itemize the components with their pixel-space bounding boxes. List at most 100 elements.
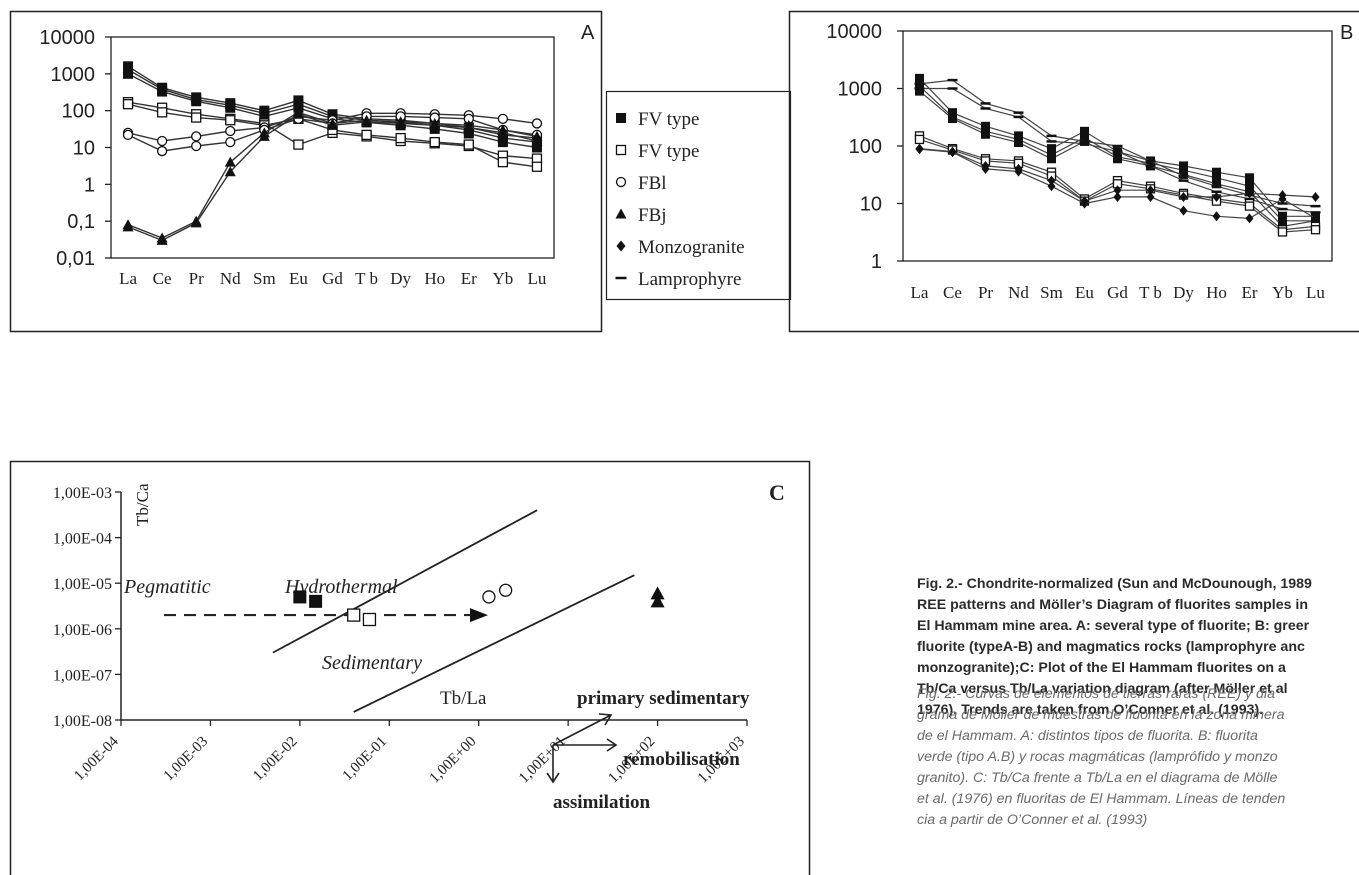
panel-a-point <box>361 129 372 141</box>
panel-b-point <box>1245 213 1254 224</box>
panel-a-point <box>156 145 168 157</box>
panel-c-y-tick-label: 1,00E-04 <box>53 531 112 548</box>
panel-c-y-tick-label: 1,00E-06 <box>53 622 112 639</box>
panel-c-x-axis-title: Tb/La <box>440 688 487 709</box>
panel-c-dashed-arrowhead <box>470 608 488 623</box>
panel-a-point <box>225 125 236 137</box>
panel-b-point <box>1212 191 1221 202</box>
panel-a-point <box>497 137 508 148</box>
caption-line: Tb/Ca versus Tb/La variation diagram (af… <box>917 681 1288 697</box>
panel-b-x-tick-label: Nd <box>1008 283 1029 302</box>
caption-line: Fig. 2.- Curvas de elementos de tierras … <box>917 686 1275 702</box>
panel-a-y-tick-label: 0,01 <box>56 248 95 270</box>
panel-a-point <box>122 221 134 232</box>
panel-a-x-tick-label: Lu <box>528 269 547 288</box>
legend-marker-square-filled <box>616 113 626 123</box>
panel-a-point <box>429 136 440 148</box>
panel-b-x-tick-label: Lu <box>1306 283 1325 302</box>
panel-b-x-tick-label: Er <box>1241 283 1257 302</box>
panel-a-x-tick-label: Gd <box>322 269 343 288</box>
trend-arrowhead-remobilisation <box>606 738 618 752</box>
panel-b-point <box>1245 188 1254 199</box>
panel-b-y-tick-label: 1000 <box>838 79 883 101</box>
panel-b-point <box>1014 138 1023 148</box>
trend-arrow-primary-sedimentary <box>552 714 612 746</box>
panel-a-point <box>531 135 543 146</box>
panel-b-point <box>1080 198 1089 209</box>
panel-a-x-tick-label: Nd <box>220 269 241 288</box>
panel-c-boundary-line <box>272 509 538 654</box>
panel-b-x-tick-label: Ho <box>1206 283 1227 302</box>
panel-c-x-tick-label: 1,00E-04 <box>71 733 122 784</box>
caption-line: grama de Möller de muestras de fluorita … <box>917 707 1285 723</box>
panel-a-point <box>429 119 441 130</box>
panel-b-x-tick-label: Sm <box>1040 283 1063 302</box>
panel-b-point <box>1245 173 1254 183</box>
panel-c-x-tick-label: 1,00E+00 <box>427 734 480 787</box>
panel-c-point <box>347 608 361 622</box>
panel-b-point <box>1179 191 1188 202</box>
panel-a-y-tick-label: 10000 <box>39 27 95 49</box>
panel-c-chart: 1,00E-03 1,00E-04 1,00E-05 1,00E-06 1,00E-07… <box>53 483 750 813</box>
panel-c-y-tick-label: 1,00E-03 <box>53 485 112 502</box>
trend-label-primary-sedimentary: primary sedimentary <box>577 688 750 709</box>
panel-b-point <box>1311 213 1320 224</box>
panel-b-point <box>914 134 925 145</box>
panel-a-x-tick-label: Dy <box>390 269 411 288</box>
caption-line: 1976). Trends are taken from O’Conner et… <box>917 702 1264 718</box>
panel-a-x-tick-label: La <box>119 269 137 288</box>
panel-c-y-axis-title: Tb/Ca <box>133 483 152 526</box>
panel-b-frame <box>788 10 1359 333</box>
panel-a-legend: FV type FV type FBl FBj Monzogranite Lamproph… <box>615 109 745 290</box>
panel-a-y-tick-label: 0,1 <box>67 211 95 233</box>
caption-line: REE patterns and Möller’s Diagram of flu… <box>917 597 1309 613</box>
panel-b-point <box>1212 211 1221 222</box>
panel-c-y-tick-label: 1,00E-07 <box>53 667 112 684</box>
panel-b-point <box>1047 154 1056 164</box>
panel-a-point <box>395 117 407 128</box>
panel-c-x-tick-label: 1,00E-02 <box>250 734 301 785</box>
panel-c-frame <box>9 460 811 875</box>
panel-b-x-tick-label: Pr <box>978 283 993 302</box>
panel-b-x-tick-label: Gd <box>1107 283 1128 302</box>
panel-c-region-label: Hydrothermal <box>284 576 398 598</box>
trend-arrowhead-assimilation <box>546 772 560 784</box>
panel-c-region-label: Pegmatitic <box>123 576 211 598</box>
panel-c-point <box>362 612 377 627</box>
panel-a-point <box>497 113 509 124</box>
panel-b-point <box>1212 179 1221 189</box>
panel-b-point <box>1113 191 1122 202</box>
panel-b-point <box>1311 191 1320 202</box>
panel-b-y-tick-label: 10 <box>860 194 882 216</box>
panel-c-x-tick-label: 1,00E-01 <box>340 734 391 785</box>
panel-c-point <box>650 594 665 608</box>
panel-a-point <box>191 112 202 123</box>
panel-c-point <box>650 586 665 600</box>
panel-a-chart: 10000 1000 100 10 1 0,1 0,01 La Ce Pr Nd Sm Eu Gd T b D… <box>39 27 555 288</box>
panel-a-y-tick-label: 1000 <box>51 64 96 86</box>
panel-b-point <box>1277 227 1288 237</box>
caption-line: Fig. 2.- Chondrite-normalized (Sun and M… <box>917 576 1312 592</box>
panel-b-point <box>1047 175 1056 186</box>
panel-a-point <box>122 129 134 141</box>
caption-line: monzogranite);C: Plot of the El Hammam f… <box>917 660 1286 676</box>
panel-a-point <box>361 116 373 127</box>
panel-c-point <box>482 590 496 604</box>
panel-b-point <box>1310 225 1321 235</box>
panel-b-x-tick-label: La <box>911 283 929 302</box>
legend-label: FBj <box>638 205 667 226</box>
legend-label: FV type <box>638 109 699 130</box>
legend-label: Monzogranite <box>638 237 745 258</box>
panel-b-point <box>915 86 924 96</box>
panel-a-y-tick-label: 1 <box>84 174 95 196</box>
panel-b-point <box>915 73 924 83</box>
panel-c-y-tick-label: 1,00E-05 <box>53 576 112 593</box>
caption-line: et al. (1976) en fluoritas de El Hammam.… <box>917 791 1286 807</box>
panel-a-point <box>292 108 304 119</box>
panel-a-point <box>531 161 543 172</box>
caption-line: verde (tipo A.B) y rocas magmáticas (lam… <box>917 749 1278 765</box>
legend-label: FBl <box>638 173 667 194</box>
panel-a-point <box>225 136 236 148</box>
panel-a-x-tick-label: Yb <box>492 269 513 288</box>
panel-a-point <box>497 157 509 168</box>
